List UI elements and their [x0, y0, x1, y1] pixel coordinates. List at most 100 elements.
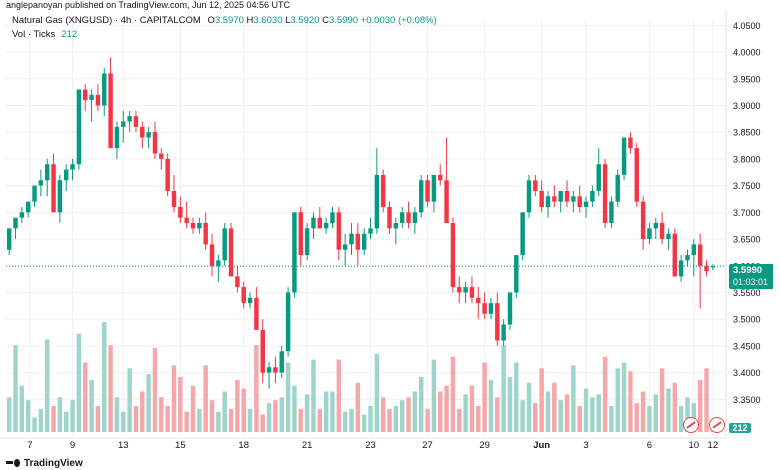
candle-body — [64, 169, 69, 181]
snapshot-icon[interactable] — [683, 417, 699, 433]
price-axis[interactable]: 4.0500 4.0000 3.9500 3.9000 3.8500 3.8000 3.75… — [725, 10, 761, 438]
volume-bar — [393, 405, 399, 432]
candle-body — [19, 212, 25, 218]
open-value: 3.5970 — [214, 15, 244, 26]
volume-bar — [425, 408, 430, 432]
volume-bar — [64, 411, 69, 432]
candle-body — [564, 190, 570, 202]
volume-bar — [349, 408, 354, 432]
candle-body — [254, 297, 259, 330]
time-tick-label: 18 — [238, 440, 249, 451]
volume-bar — [672, 382, 678, 432]
candle-body — [507, 292, 513, 325]
volume-bar — [488, 379, 494, 432]
time-tick-label: 10 — [689, 440, 700, 451]
volume-bar — [374, 353, 380, 432]
candle-body — [634, 148, 639, 202]
volume-bar — [140, 391, 145, 432]
tradingview-footer[interactable]: TradingView — [6, 458, 83, 469]
volume-bar — [89, 379, 94, 432]
volume-bar — [583, 388, 589, 432]
candle-body — [279, 351, 284, 373]
candle-body — [285, 292, 291, 352]
low-label: L — [285, 15, 291, 26]
candle-body — [666, 233, 671, 240]
volume-bar — [171, 365, 177, 432]
volume-bar — [621, 362, 627, 432]
candle-body — [387, 206, 392, 229]
price-tick-label: 4.0000 — [733, 48, 761, 58]
candle-body — [672, 233, 678, 277]
volume-bar — [127, 368, 132, 432]
candle-body — [241, 287, 246, 304]
volume-bar — [330, 391, 335, 432]
volume-bar — [51, 405, 56, 432]
close-label: C — [322, 15, 329, 26]
candle-body — [330, 212, 335, 224]
volume-bar — [304, 394, 310, 432]
candle-body — [216, 260, 221, 266]
price-tick-label: 3.5500 — [733, 288, 761, 298]
time-tick-label: 7 — [27, 440, 32, 451]
price-tick-label: 3.4000 — [733, 368, 761, 378]
volume-bar — [368, 405, 373, 432]
symbol-title[interactable]: Natural Gas (XNGUSD) · 4h · CAPITALCOM — [12, 15, 201, 26]
candle-body — [178, 206, 183, 218]
candle-body — [235, 276, 240, 288]
candle-body — [349, 233, 354, 245]
candle-body — [355, 233, 361, 250]
volume-bar — [406, 397, 411, 432]
volume-bar — [6, 397, 12, 432]
open-label: O — [207, 15, 215, 26]
volume-bar — [159, 397, 164, 432]
candle-body — [476, 297, 481, 304]
candle-body — [197, 223, 202, 229]
candle-body — [704, 265, 709, 272]
time-tick-label: Jun — [533, 440, 550, 451]
candle-body — [165, 158, 170, 191]
economic-events-icon[interactable] — [709, 417, 725, 433]
volume-bar — [108, 345, 113, 432]
volume-bar — [254, 345, 259, 432]
volume-bar — [590, 397, 595, 432]
volume-bar — [361, 414, 367, 432]
volume-bar — [476, 405, 481, 432]
volume-label[interactable]: Vol · Ticks — [12, 29, 56, 40]
time-tick-label: 3 — [583, 440, 588, 451]
time-axis[interactable]: 7 9 13 15 18 21 23 27 29 Jun 3 6 10 12 — [0, 437, 726, 451]
candle-body — [659, 223, 665, 240]
symbol-legend: Natural Gas (XNGUSD) · 4h · CAPITALCOM O… — [12, 15, 437, 26]
candle-body — [602, 164, 608, 224]
candle-body — [533, 180, 538, 191]
volume-bar — [615, 368, 620, 432]
candle-body — [583, 201, 589, 207]
volume-bar — [552, 382, 557, 432]
candle-body — [558, 190, 563, 202]
candle-body — [190, 223, 196, 229]
volume-bar — [419, 377, 424, 432]
candle-body — [336, 212, 342, 250]
candle-body — [89, 94, 94, 101]
candle-body — [6, 228, 12, 250]
candle-body — [228, 228, 234, 277]
volume-bar — [241, 388, 246, 432]
volume-bar — [438, 391, 443, 432]
candle-body — [83, 89, 88, 101]
volume-bar — [25, 400, 31, 432]
candle-body — [266, 367, 272, 373]
candle-body — [628, 137, 633, 149]
candle-body — [609, 201, 614, 224]
volume-bar — [704, 368, 709, 432]
candle-body — [482, 303, 487, 314]
volume-bar — [235, 379, 240, 432]
volume-bar — [178, 377, 183, 432]
time-tick-label: 21 — [302, 440, 313, 451]
volume-bar — [533, 403, 538, 432]
volume-bar — [609, 405, 614, 432]
candle-body — [590, 190, 595, 202]
volume-bar — [482, 362, 487, 432]
candle-body — [469, 287, 475, 298]
candle-body — [438, 174, 443, 181]
tradingview-logo-icon — [6, 459, 20, 468]
